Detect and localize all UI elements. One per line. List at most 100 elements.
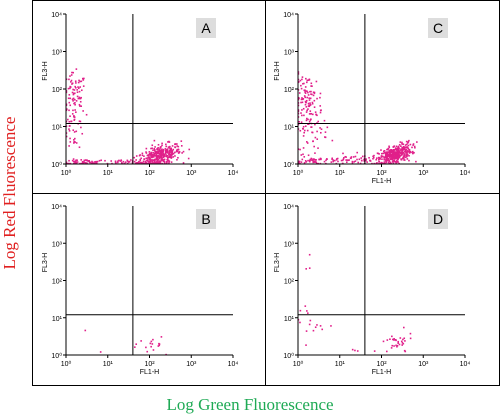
panel-c: 10⁰ 10¹ 10² 10³ 10⁴ 10⁰ 10¹ 10² 10³ 10⁴ FL3-H FL1-H…	[274, 12, 470, 185]
panel-a-dot	[152, 155, 154, 158]
panel-c-dot	[310, 93, 312, 95]
panel-c-dot	[305, 99, 308, 102]
panel-a-dot	[72, 71, 74, 74]
panel-a-x-tick-label: 10⁴	[228, 170, 239, 177]
panel-c-dot	[319, 105, 322, 107]
panel-c-dot	[320, 128, 323, 131]
panel-c-dot	[388, 154, 390, 156]
panel-c-dot	[313, 99, 316, 102]
panel-c-dot	[337, 160, 339, 163]
panel-a-dot	[161, 142, 163, 145]
panel-c-dot	[346, 159, 349, 161]
panel-d-dot	[356, 350, 359, 352]
panel-d-x-label: FL1-H	[372, 369, 391, 376]
panel-a-dot	[177, 145, 180, 148]
panel-a-dot	[81, 77, 84, 80]
panel-c-dot	[344, 155, 347, 158]
panel-a-dot	[177, 156, 179, 159]
panel-a-dot	[168, 149, 171, 152]
panel-d-dot	[319, 325, 322, 327]
panel-c-dot	[361, 155, 364, 158]
panel-c-dot	[372, 155, 374, 158]
panel-d-dot	[401, 342, 404, 344]
panel-c-dot	[413, 145, 416, 148]
panel-c-dot	[340, 159, 343, 162]
panel-d-dot	[308, 267, 311, 269]
panel-b-x-tick-label: 10³	[186, 361, 197, 368]
panel-c-dot	[375, 158, 378, 161]
panel-a-dot	[174, 151, 176, 154]
panel-a-dot	[153, 147, 156, 150]
panel-d-dot	[402, 338, 404, 341]
panel-c-dot	[400, 151, 403, 154]
panel-a-dot	[157, 161, 160, 164]
panel-a-dot	[95, 160, 97, 163]
panel-a-dot	[98, 159, 101, 162]
panel-d-dot	[386, 339, 389, 341]
panel-c-dot	[387, 148, 389, 151]
panel-c-dot	[351, 160, 354, 163]
panel-a-dot	[74, 86, 77, 89]
panel-c-dot	[301, 101, 304, 104]
panel-a-dot	[172, 152, 175, 155]
panel-c-dot	[309, 112, 312, 115]
panel-d-x-tick-label: 10⁰	[293, 360, 304, 368]
panel-c-dot	[323, 119, 326, 122]
panel-a-dot	[153, 160, 156, 162]
panel-a-dot	[169, 145, 171, 148]
panel-a-dot	[69, 97, 71, 100]
panel-a-dot	[177, 148, 180, 151]
panel-c-dot	[401, 152, 403, 155]
panel-c-dot	[305, 90, 307, 92]
panel-a-y-tick-label: 10⁴	[51, 12, 62, 19]
panel-c-dot	[398, 143, 401, 146]
panel-a-dot	[159, 154, 162, 157]
panel-c-dot	[307, 123, 309, 125]
panel-c-dot	[306, 142, 309, 144]
panel-b-dot	[160, 336, 163, 338]
panel-a-dot	[75, 130, 78, 133]
panel-a-dot	[146, 154, 149, 157]
panel-a-dot	[158, 156, 161, 159]
panel-c-dot	[308, 120, 311, 123]
panel-c-dot	[414, 146, 416, 149]
panel-a-dot	[159, 152, 161, 155]
panel-a-dot	[143, 155, 145, 157]
panel-c-dot	[381, 162, 383, 164]
panel-c-dot	[388, 159, 390, 162]
panel-a-dot	[68, 120, 71, 123]
panel-a-dot	[151, 144, 154, 147]
panel-d-dot	[403, 326, 405, 329]
panel-a-dot	[138, 161, 140, 163]
panel-a-y-tick-label: 10³	[52, 50, 63, 57]
panel-a-dot	[81, 160, 84, 163]
panel-a-dot	[154, 152, 157, 155]
panel-c-dot	[315, 80, 318, 83]
panel-c-dot	[387, 157, 390, 160]
panel-d-dot	[392, 338, 394, 341]
panel-c-dot	[309, 97, 312, 100]
panel-c-dot	[387, 161, 390, 164]
panel-c-dot	[393, 160, 395, 163]
panel-c-dot	[342, 152, 344, 155]
panel-c-dot	[309, 104, 311, 107]
panel-d-dot	[373, 350, 376, 352]
panel-d-dot	[393, 345, 395, 347]
panel-a-dot	[167, 146, 170, 148]
panel-c-dot	[393, 159, 395, 162]
panel-a-dot	[114, 160, 117, 163]
panel-c-dot	[312, 161, 315, 164]
panel-a-dot	[166, 158, 168, 161]
panel-a-dot	[146, 159, 148, 162]
panel-a-dot	[71, 91, 74, 94]
panel-c-dot	[389, 161, 392, 164]
panel-a-dot	[157, 155, 160, 157]
panel-c-dot	[396, 147, 399, 150]
panel-c-dot	[397, 149, 400, 152]
panel-a-dot	[155, 158, 158, 160]
panel-a-dot	[71, 113, 74, 115]
panel-c-dot	[400, 145, 402, 148]
panel-c-letter: C	[433, 20, 443, 36]
panel-c-dot	[313, 92, 316, 95]
panel-a-dot	[73, 115, 75, 117]
